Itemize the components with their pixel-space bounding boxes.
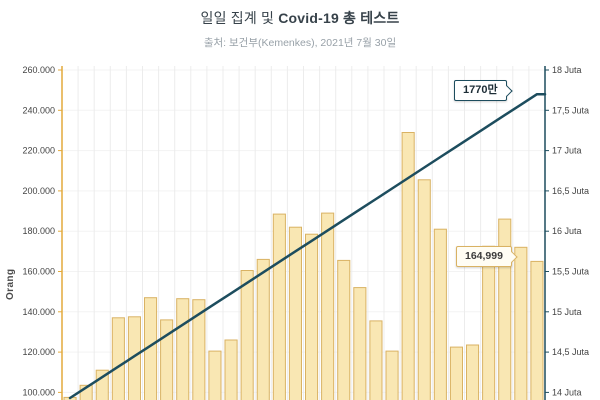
chart-title-bold: Covid-19 총 테스트 bbox=[278, 10, 400, 26]
daily-test-bar bbox=[288, 226, 302, 400]
right-axis-tick-label: 14 Juta bbox=[552, 387, 582, 397]
daily-test-bar bbox=[401, 132, 415, 400]
daily-test-bar bbox=[272, 213, 286, 400]
left-axis-tick-label: 120.000 bbox=[22, 347, 55, 357]
daily-test-bar bbox=[514, 246, 528, 400]
left-axis-tick-label: 140.000 bbox=[22, 307, 55, 317]
left-axis-tick-label: 220.000 bbox=[22, 146, 55, 156]
daily-test-bar bbox=[321, 212, 335, 400]
right-axis-tick-label: 14,5 Juta bbox=[552, 347, 589, 357]
daily-test-bar bbox=[369, 320, 383, 400]
daily-test-bar bbox=[337, 259, 351, 400]
left-axis-tick-label: 200.000 bbox=[22, 186, 55, 196]
left-axis-tick-label: 100.000 bbox=[22, 387, 55, 397]
daily-test-bar bbox=[482, 245, 496, 400]
daily-test-bar bbox=[353, 287, 367, 400]
right-axis-tick-label: 16,5 Juta bbox=[552, 186, 589, 196]
right-axis-tick-label: 15,5 Juta bbox=[552, 267, 589, 277]
daily-test-bar bbox=[385, 350, 399, 400]
right-axis-tick-label: 17,5 Juta bbox=[552, 105, 589, 115]
daily-test-bar bbox=[192, 299, 206, 400]
daily-test-bar bbox=[256, 258, 270, 400]
daily-test-bar bbox=[305, 233, 319, 400]
chart-title: 일일 집계 및 Covid-19 총 테스트 bbox=[0, 8, 600, 28]
daily-test-bar bbox=[176, 298, 190, 400]
daily-test-bar bbox=[208, 350, 222, 400]
daily-test-bar bbox=[466, 344, 480, 400]
left-axis-tick-label: 180.000 bbox=[22, 226, 55, 236]
annotation-daily-value-callout: 164,999 bbox=[456, 246, 512, 267]
left-axis-tick-label: 260.000 bbox=[22, 65, 55, 75]
daily-test-bar bbox=[224, 339, 238, 400]
daily-test-bar bbox=[240, 270, 254, 400]
cumulative-tests-line bbox=[68, 92, 547, 400]
daily-test-bar bbox=[530, 260, 544, 400]
left-axis-tick-label: 160.000 bbox=[22, 267, 55, 277]
daily-test-bar bbox=[111, 317, 125, 400]
left-axis-tick-label: 240.000 bbox=[22, 105, 55, 115]
chart-source-subtitle: 출처: 보건부(Kemenkes), 2021년 7월 30일 bbox=[203, 37, 397, 49]
annotation-total-tests-callout: 1770만 bbox=[454, 80, 507, 101]
daily-test-bar bbox=[417, 179, 431, 400]
right-axis-tick-label: 15 Juta bbox=[552, 307, 582, 317]
right-axis-tick-label: 16 Juta bbox=[552, 226, 582, 236]
daily-test-bar bbox=[449, 346, 463, 400]
right-axis-tick-label: 18 Juta bbox=[552, 65, 582, 75]
chart-title-regular: 일일 집계 및 bbox=[200, 10, 279, 26]
right-axis-tick-label: 17 Juta bbox=[552, 146, 582, 156]
daily-test-bar bbox=[433, 228, 447, 400]
daily-test-bar bbox=[160, 319, 174, 400]
